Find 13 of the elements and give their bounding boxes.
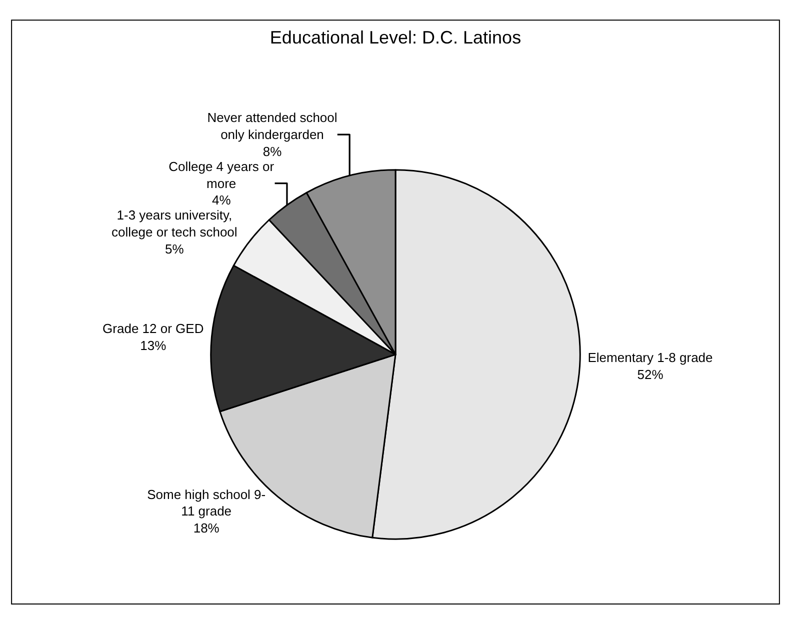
slice-label: Elementary 1-8 grade bbox=[588, 350, 713, 366]
data-label: 4% bbox=[212, 192, 232, 208]
slice-label: College 4 years or more bbox=[168, 158, 275, 191]
slice-label: 1-3 years university, college or tech school bbox=[112, 208, 238, 240]
slice-label: Never attended school only kindergarden bbox=[207, 110, 338, 142]
chart-title: Educational Level: D.C. Latinos bbox=[270, 28, 522, 48]
data-label: 13% bbox=[140, 338, 167, 353]
slice-label: Grade 12 or GED bbox=[102, 320, 204, 336]
data-label: 18% bbox=[193, 520, 220, 536]
data-label: 5% bbox=[165, 242, 184, 257]
slice-label: Some high school 9- 11 grade bbox=[147, 486, 266, 519]
data-label: 8% bbox=[262, 144, 282, 159]
data-label: 52% bbox=[637, 367, 664, 382]
